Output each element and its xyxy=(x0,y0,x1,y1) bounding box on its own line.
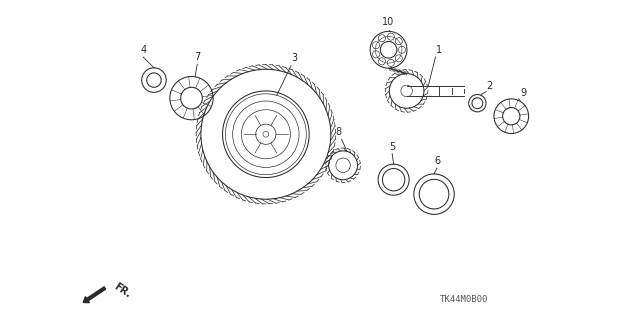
Text: 7: 7 xyxy=(194,52,200,62)
Text: 5: 5 xyxy=(389,142,396,152)
Text: TK44M0B00: TK44M0B00 xyxy=(440,295,488,304)
Text: 9: 9 xyxy=(520,88,527,98)
Text: 6: 6 xyxy=(434,156,440,166)
Text: 1: 1 xyxy=(436,45,442,55)
Text: 8: 8 xyxy=(335,127,341,137)
Text: 2: 2 xyxy=(486,81,493,91)
Text: 10: 10 xyxy=(383,17,395,27)
Text: 3: 3 xyxy=(292,54,298,63)
Text: 4: 4 xyxy=(140,45,146,55)
Text: FR.: FR. xyxy=(112,282,132,300)
FancyArrow shape xyxy=(83,287,106,303)
